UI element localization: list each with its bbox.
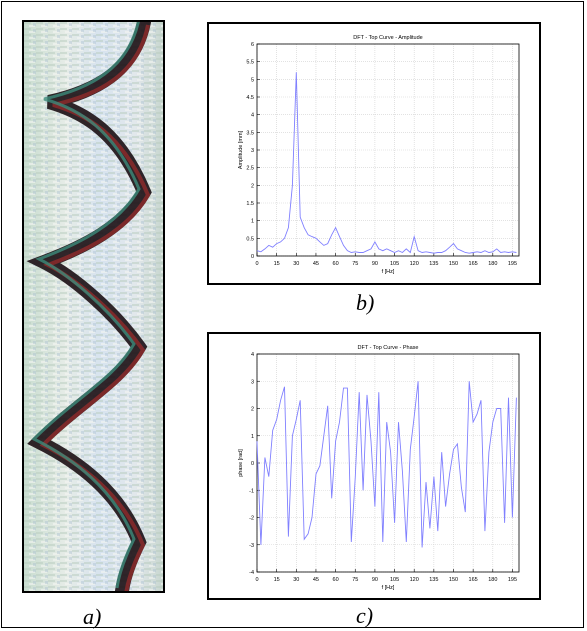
y-tick-label: 6	[251, 42, 254, 48]
series-line	[256, 381, 517, 548]
x-tick-label: 90	[372, 261, 378, 267]
x-tick-label: 180	[488, 577, 497, 583]
y-tick-label: -1	[249, 488, 254, 494]
y-tick-label: -3	[249, 543, 254, 549]
series-line	[256, 72, 517, 254]
chart-title: DFT - Top Curve - Phase	[358, 345, 419, 351]
caption-a: a)	[83, 604, 102, 629]
caption-b: b)	[356, 290, 375, 315]
y-tick-label: 2	[251, 407, 254, 413]
y-tick-label: 0.5	[246, 236, 254, 242]
caption-c: c)	[356, 603, 374, 628]
y-axis-label: Amplitude [mm]	[238, 130, 244, 169]
x-tick-label: 60	[333, 261, 339, 267]
phase-panel: 0 15 30 45 60 75 90 105 120 135 150 165 180 195 -4 -3 -2…	[207, 332, 541, 600]
y-tick-label: 0	[251, 254, 254, 260]
y-tick-label: 5.5	[246, 60, 254, 66]
amplitude-chart: 0 15 30 45 60 75 90 105 120 135 150 165 180 19500.511…	[238, 35, 520, 275]
y-tick-label: 4	[251, 352, 254, 358]
y-tick-label: 1	[251, 219, 254, 225]
x-tick-label: 105	[390, 261, 399, 267]
x-tick-label: 120	[410, 577, 419, 583]
x-tick-label: 165	[469, 577, 478, 583]
video-strip-image	[22, 20, 165, 593]
x-tick-label: 0	[255, 577, 258, 583]
x-tick-label: 15	[274, 261, 280, 267]
y-tick-label: 2.5	[246, 166, 254, 172]
x-axis-label: f [Hz]	[382, 269, 395, 275]
phase-chart: 0 15 30 45 60 75 90 105 120 135 150 165 180 195-4-3-2…	[238, 345, 520, 591]
y-tick-label: 2	[251, 183, 254, 189]
y-tick-label: 4.5	[246, 95, 254, 101]
amplitude-panel: 0 15 30 45 60 75 90 105 120 135 150 165 180 195 0 0.5 1 1…	[207, 22, 541, 285]
x-tick-label: 75	[352, 577, 358, 583]
y-tick-label: 5	[251, 77, 254, 83]
x-tick-label: 165	[469, 261, 478, 267]
chart-title: DFT - Top Curve - Amplitude	[353, 35, 423, 41]
y-tick-label: 3.5	[246, 130, 254, 136]
x-tick-label: 150	[449, 261, 458, 267]
x-tick-label: 135	[429, 577, 438, 583]
y-tick-label: 1.5	[246, 201, 254, 207]
x-tick-label: 30	[293, 577, 299, 583]
y-tick-label: 0	[251, 461, 254, 467]
x-tick-label: 105	[390, 577, 399, 583]
y-axis-label: phase [rad]	[238, 449, 244, 477]
x-tick-label: 60	[333, 577, 339, 583]
x-tick-label: 195	[508, 577, 517, 583]
x-tick-label: 30	[293, 261, 299, 267]
y-tick-label: 3	[251, 379, 254, 385]
x-axis-label: f [Hz]	[382, 585, 395, 591]
x-tick-label: 120	[410, 261, 419, 267]
x-tick-label: 15	[274, 577, 280, 583]
x-tick-label: 0	[255, 261, 258, 267]
x-tick-label: 90	[372, 577, 378, 583]
x-tick-label: 45	[313, 577, 319, 583]
x-tick-label: 195	[508, 261, 517, 267]
y-tick-label: 4	[251, 113, 254, 119]
x-tick-label: 45	[313, 261, 319, 267]
y-tick-label: 1	[251, 434, 254, 440]
x-tick-label: 135	[429, 261, 438, 267]
y-tick-label: -4	[249, 570, 254, 576]
y-tick-label: -2	[249, 516, 254, 522]
x-tick-label: 180	[488, 261, 497, 267]
x-tick-label: 75	[352, 261, 358, 267]
x-tick-label: 150	[449, 577, 458, 583]
y-tick-label: 3	[251, 148, 254, 154]
